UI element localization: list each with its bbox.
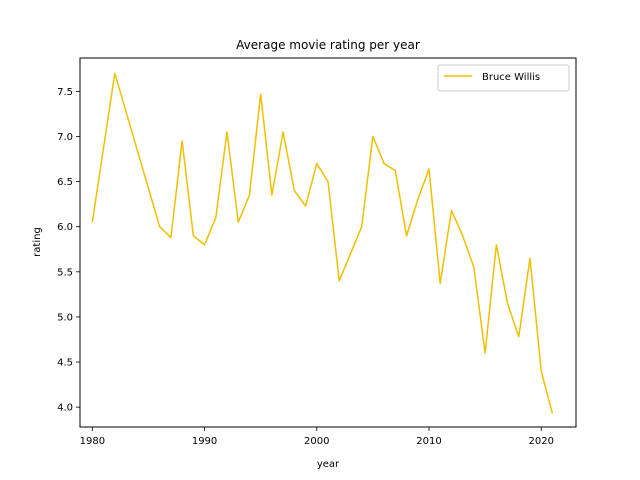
x-axis-label: year [317,459,340,470]
y-axis: 4.0 4.5 5.0 5.5 6.0 6.5 7.0 7.5 [57,87,80,414]
y-tick-label: 5.5 [57,267,73,278]
y-tick-label: 6.0 [57,222,73,233]
y-tick-label: 7.0 [57,132,73,143]
y-tick-label: 4.0 [57,403,73,414]
chart-title: Average movie rating per year [236,38,420,52]
legend-box [437,64,570,92]
y-tick-label: 5.0 [57,312,73,323]
x-tick-label: 2010 [416,436,441,447]
x-tick-label: 1990 [192,436,217,447]
x-tick-label: 2020 [528,436,553,447]
y-axis-label: rating [32,227,43,257]
x-tick-label: 1980 [80,436,105,447]
plot-frame [79,57,577,428]
series-line [91,72,554,414]
x-axis: 1980 1990 2000 2010 2020 [80,427,554,447]
x-tick-label: 2000 [304,436,329,447]
y-tick-label: 7.5 [57,87,73,98]
plot-area [91,72,554,414]
y-tick-label: 4.5 [57,358,73,369]
legend: Bruce Willis [437,64,570,92]
legend-label: Bruce Willis [482,72,540,83]
y-tick-label: 6.5 [57,177,73,188]
